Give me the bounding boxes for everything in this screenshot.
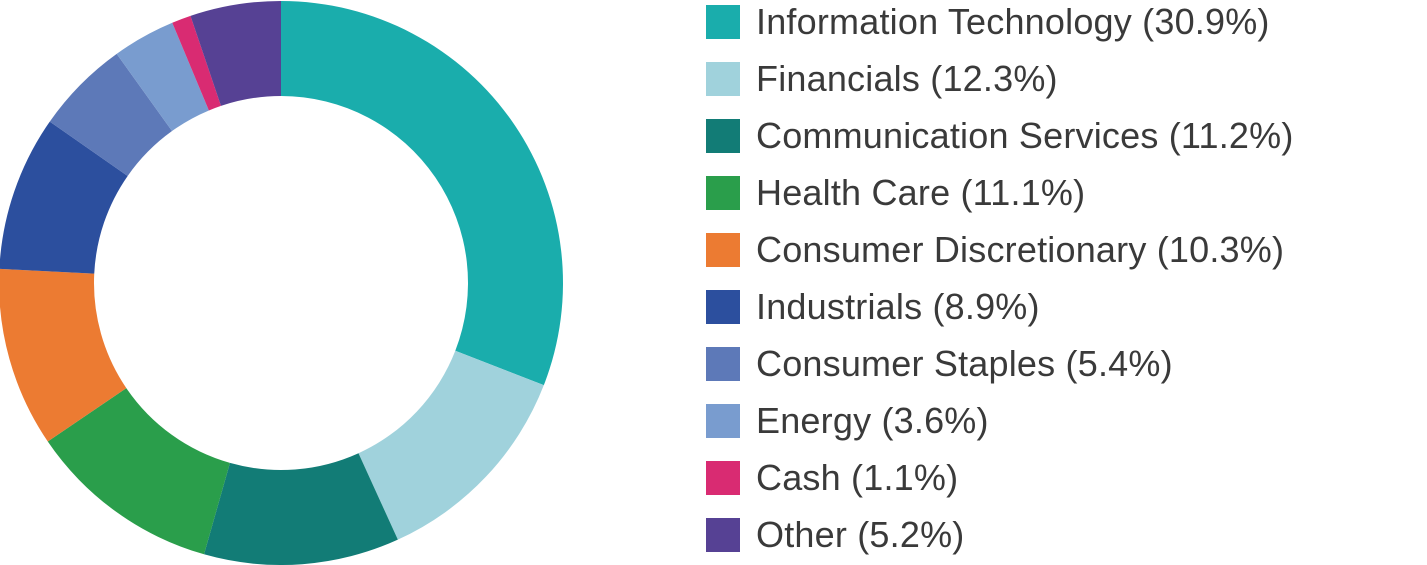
legend-label: Communication Services (11.2%) [756,115,1294,156]
legend-swatch [706,290,740,324]
slice-consumer-discretionary [0,268,127,442]
legend-label: Consumer Discretionary (10.3%) [756,229,1285,270]
legend-label: Other (5.2%) [756,514,965,555]
chart-legend: Information Technology (30.9%) Financials… [706,0,1421,565]
legend-item-consumer-discretionary: Consumer Discretionary (10.3%) [706,229,1285,270]
legend-item-consumer-staples: Consumer Staples (5.4%) [706,343,1173,384]
legend-swatch [706,347,740,381]
legend-label: Industrials (8.9%) [756,286,1040,327]
donut-chart [0,1,563,565]
legend-swatch [706,176,740,210]
legend-label: Energy (3.6%) [756,400,989,441]
legend-label: Information Technology (30.9%) [756,1,1270,42]
legend-item-energy: Energy (3.6%) [706,400,989,441]
slice-information-technology [281,1,563,386]
legend-swatch [706,119,740,153]
slice-industrials [0,121,128,274]
slice-other [190,1,281,106]
legend-label: Consumer Staples (5.4%) [756,343,1173,384]
legend-swatch [706,62,740,96]
slice-cash [172,15,221,111]
legend-label: Cash (1.1%) [756,457,959,498]
legend-label: Health Care (11.1%) [756,172,1086,213]
legend-swatch [706,461,740,495]
legend-swatch [706,404,740,438]
slice-energy [116,22,209,132]
legend-swatch [706,518,740,552]
slice-health-care [47,388,230,555]
legend-swatch [706,233,740,267]
legend-item-cash: Cash (1.1%) [706,457,959,498]
legend-item-other: Other (5.2%) [706,514,965,555]
slice-communication-services [204,453,398,565]
legend-item-communication-services: Communication Services (11.2%) [706,115,1294,156]
legend-item-information-technology: Information Technology (30.9%) [706,1,1270,42]
legend-item-health-care: Health Care (11.1%) [706,172,1086,213]
legend-item-industrials: Industrials (8.9%) [706,286,1040,327]
legend-label: Financials (12.3%) [756,58,1058,99]
slice-financials [358,350,544,540]
slice-consumer-staples [49,53,173,176]
legend-item-financials: Financials (12.3%) [706,58,1058,99]
legend-swatch [706,5,740,39]
